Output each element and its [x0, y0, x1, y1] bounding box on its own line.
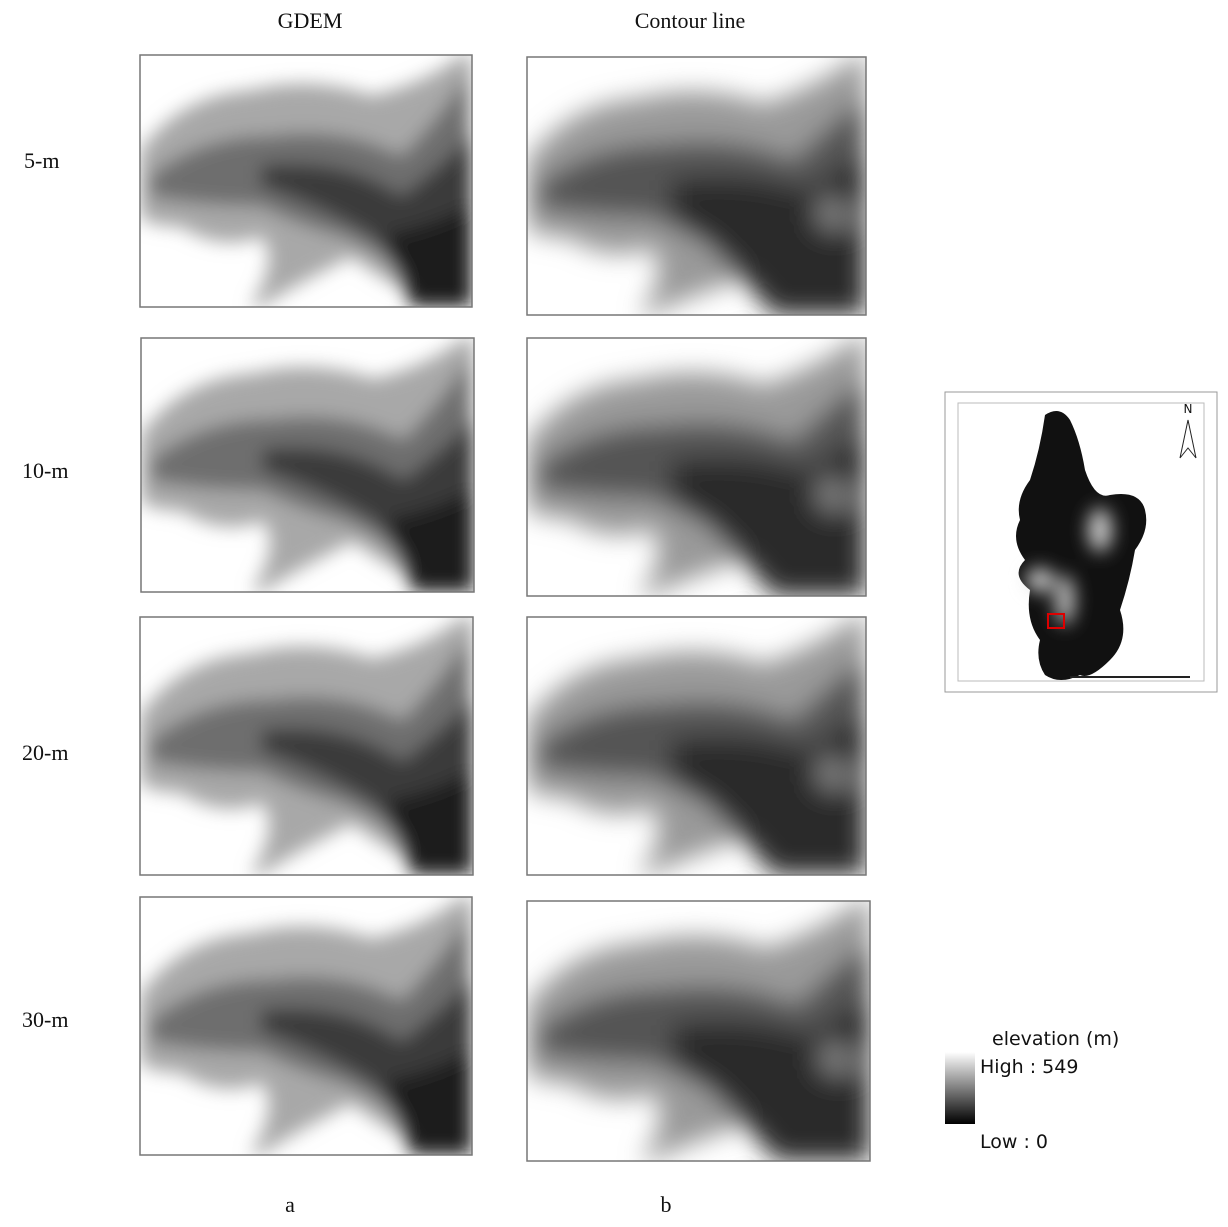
panel-frame: [526, 616, 867, 876]
panel-label: a: [285, 1192, 295, 1217]
row-label: 30-m: [22, 1007, 68, 1032]
panels: [139, 54, 871, 1162]
dem-image: [527, 617, 866, 875]
panel-frame: [139, 896, 473, 1156]
panel-frame: [526, 900, 871, 1162]
row-label: 10-m: [22, 458, 68, 483]
dem-image: [140, 55, 472, 307]
legend-title: elevation (m): [992, 1028, 1119, 1050]
dem-image: [140, 617, 473, 875]
dem-image: [140, 897, 472, 1155]
column-title: GDEM: [278, 8, 343, 33]
panel-frame: [139, 616, 474, 876]
column-title: Contour line: [635, 8, 746, 33]
row-label: 5-m: [24, 148, 59, 173]
dem-image: [141, 338, 474, 592]
dem-image: [527, 901, 870, 1161]
legend-low: Low : 0: [980, 1131, 1048, 1153]
legend: elevation (m) High : 549 Low : 0: [945, 1028, 1119, 1153]
highland: [1026, 568, 1054, 592]
panel-frame: [140, 337, 475, 593]
north-arrow: [1179, 419, 1197, 459]
legend-high: High : 549: [980, 1056, 1078, 1078]
panel-frame: [139, 54, 473, 308]
legend-ramp: [945, 1052, 975, 1124]
panel-label: b: [661, 1192, 672, 1217]
north-label: N: [1184, 402, 1193, 416]
highland: [1088, 508, 1112, 552]
island: [1016, 411, 1147, 680]
study-area: [1047, 613, 1065, 629]
dem-image: [527, 338, 866, 596]
highland: [1055, 575, 1075, 625]
dem-image: [527, 57, 866, 315]
panel-frame: [526, 56, 867, 316]
inset-map: N: [944, 391, 1218, 693]
row-label: 20-m: [22, 740, 68, 765]
panel-frame: [526, 337, 867, 597]
